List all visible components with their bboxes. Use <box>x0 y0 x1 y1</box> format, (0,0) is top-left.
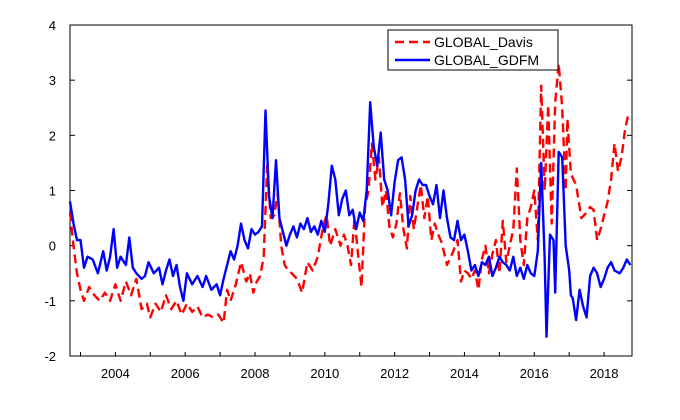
y-tick-label: 1 <box>49 184 56 199</box>
x-tick-label: 2004 <box>101 366 130 381</box>
series-layer <box>68 62 632 338</box>
y-tick-label: -2 <box>44 349 56 364</box>
series-line-global-gdfm <box>68 101 632 338</box>
y-tick-label: 0 <box>49 239 56 254</box>
x-tick-label: 2010 <box>310 366 339 381</box>
y-axis: -2 -1 0 1 2 3 4 <box>44 18 632 364</box>
y-tick-label: 4 <box>49 18 56 33</box>
x-tick-label: 2012 <box>380 366 409 381</box>
y-tick-label: 2 <box>49 128 56 143</box>
x-tick-label: 2014 <box>450 366 479 381</box>
x-tick-label: 2008 <box>241 366 270 381</box>
x-tick-label: 2006 <box>171 366 200 381</box>
legend-label-davis: GLOBAL_Davis <box>434 34 533 50</box>
legend-box <box>387 29 559 71</box>
y-tick-label: 3 <box>49 73 56 88</box>
x-tick-label: 2018 <box>590 366 619 381</box>
series-line-global-davis <box>68 62 630 325</box>
x-axis: 2004 2006 2008 2010 2012 2014 2016 2018 <box>79 352 619 381</box>
legend: GLOBAL_Davis GLOBAL_GDFM <box>387 29 559 71</box>
legend-label-gdfm: GLOBAL_GDFM <box>434 52 539 68</box>
x-tick-label: 2016 <box>520 366 549 381</box>
y-tick-label: -1 <box>44 294 56 309</box>
